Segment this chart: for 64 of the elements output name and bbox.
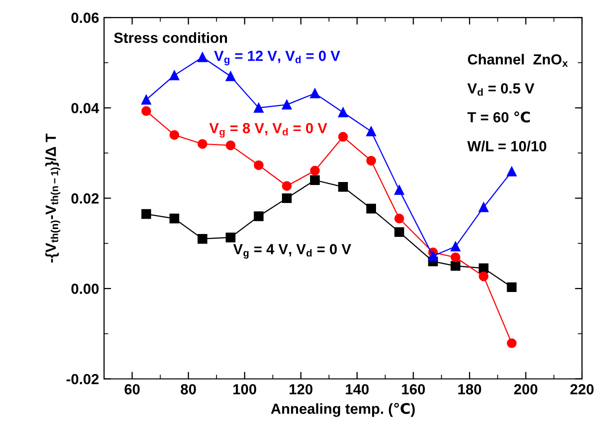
point: [282, 181, 292, 191]
point: [169, 130, 180, 140]
point: [254, 211, 264, 222]
point: [394, 227, 404, 237]
point: [310, 175, 320, 185]
x-tick-label: 140: [346, 384, 369, 394]
annotation: Stress condition: [114, 32, 227, 43]
point: [198, 234, 208, 244]
point: [282, 100, 292, 110]
point: [226, 140, 236, 150]
point: [478, 271, 488, 282]
point: [338, 132, 348, 142]
x-tick-label: 80: [180, 384, 196, 394]
point: [141, 106, 152, 116]
series-label: V$_{g}$ = 8 V, V$_{d}$ = 0 V: [209, 122, 328, 138]
point: [366, 156, 376, 166]
point: [141, 94, 152, 105]
point: [450, 252, 460, 262]
x-tick-label: 180: [458, 384, 482, 394]
annotation: T = 60 ℃: [467, 111, 530, 123]
annotation: W/L = 10/10: [467, 140, 546, 152]
y-tick-label: 0.02: [71, 193, 99, 204]
point: [198, 139, 208, 149]
y-tick-label: 0.04: [71, 102, 100, 114]
point: [282, 193, 292, 204]
point: [226, 71, 236, 82]
point: [506, 338, 517, 348]
x-tick-label: 220: [570, 384, 594, 394]
x-axis-title: Annealing temp. (℃): [270, 402, 415, 417]
point: [394, 214, 404, 224]
point: [198, 52, 208, 62]
point: [450, 261, 460, 271]
point: [254, 102, 264, 113]
point: [394, 185, 404, 195]
point: [310, 88, 320, 98]
point: [506, 166, 517, 176]
y-tick-label: -0.02: [66, 374, 99, 384]
y-axis-title: -{V$_{th(n)}$-V$_{th(n−1)}$}/Δ T: [45, 134, 60, 263]
point: [169, 70, 180, 80]
series-label: V$_{g}$ = 12 V, V$_{d}$ = 0 V: [214, 50, 340, 66]
point: [428, 251, 438, 261]
annotation: V$_{d}$ = 0.5 V: [467, 83, 534, 96]
point: [338, 108, 348, 118]
x-tick-label: 160: [402, 384, 425, 394]
point: [226, 232, 236, 242]
series-label: V$_{g}$ = 4 V, V$_{d}$ = 0 V: [233, 244, 352, 259]
point: [169, 214, 180, 224]
point: [450, 242, 460, 252]
point: [478, 263, 488, 274]
x-tick-label: 60: [124, 384, 140, 394]
point: [366, 126, 376, 136]
point: [141, 209, 152, 219]
y-tick-label: 0.06: [71, 12, 99, 23]
point: [478, 202, 488, 212]
x-tick-label: 200: [514, 384, 538, 394]
point: [338, 182, 348, 192]
point: [310, 166, 320, 176]
annotation: Channel ZnO$_{x}$: [468, 54, 568, 67]
x-tick-label: 100: [233, 384, 256, 394]
y-tick-label: 0.00: [71, 284, 99, 294]
x-tick-label: 120: [290, 384, 312, 394]
point: [254, 160, 264, 170]
point: [366, 204, 376, 214]
point: [506, 282, 517, 292]
